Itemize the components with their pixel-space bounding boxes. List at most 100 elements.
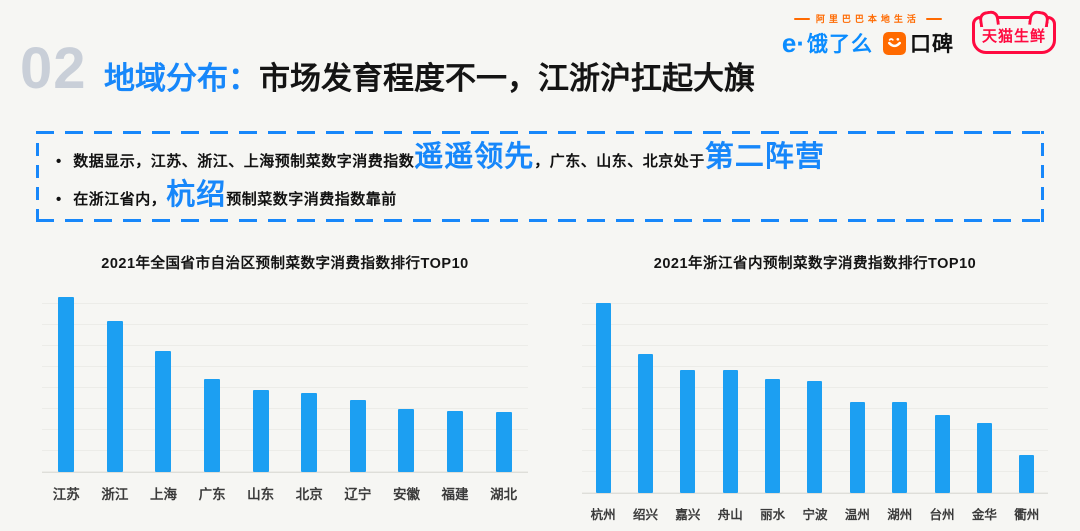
- bar-column: [963, 286, 1005, 493]
- callout-text: ，广东、山东、北京处于: [534, 152, 705, 170]
- x-axis-label: 湖州: [887, 508, 913, 522]
- x-axis-label: 宁波: [802, 508, 828, 522]
- national-top10-bar-chart: 2021年全国省市自治区预制菜数字消费指数排行TOP10 江苏 浙江 上海 广东 山东 北…: [42, 252, 528, 503]
- x-axis-label: 广东: [198, 487, 226, 502]
- callout-highlight-text: 杭绍: [166, 179, 227, 212]
- tagline-dash-right: [925, 17, 942, 20]
- bar-column: [431, 286, 480, 472]
- bar-column: [667, 286, 709, 493]
- bar-衢州: [1019, 455, 1035, 493]
- x-axis-label: 丽水: [760, 508, 786, 522]
- bar-湖州: [892, 401, 908, 493]
- tagline-text: 阿里巴巴本地生活: [815, 14, 920, 24]
- bar-湖北: [495, 412, 512, 472]
- x-axis-label: 温州: [844, 508, 870, 522]
- callout-bullet-2-text: 在浙江省内，杭绍预制菜数字消费指数靠前: [73, 181, 397, 210]
- bar-column: [479, 286, 528, 472]
- bar-安徽: [398, 408, 415, 472]
- koubei-smiley-icon: [882, 31, 906, 55]
- eleme-e-icon: e·: [781, 28, 805, 58]
- x-axis-label: 山东: [247, 487, 275, 502]
- callout-bullet-1-text: 数据显示，江苏、浙江、上海预制菜数字消费指数遥遥领先，广东、山东、北京处于第二阵…: [73, 140, 825, 173]
- bar-宁波: [807, 380, 823, 493]
- bar-column: [794, 286, 836, 493]
- bar-column: [334, 286, 383, 472]
- bar-column: [624, 286, 666, 493]
- x-axis-label: 福建: [441, 487, 469, 502]
- bar-温州: [849, 401, 865, 493]
- alibaba-local-life-group: 阿里巴巴本地生活 e· 饿了么 口碑: [782, 12, 954, 58]
- callout-text: 数据显示，江苏、浙江、上海预制菜数字消费指数: [73, 152, 415, 170]
- page-title-rest: 市场发育程度不一，江浙沪扛起大旗: [259, 61, 755, 96]
- x-axis-label: 杭州: [590, 508, 616, 522]
- bar-column: [42, 286, 91, 472]
- bar-金华: [976, 422, 992, 493]
- x-axis-label: 江苏: [52, 487, 80, 502]
- alibaba-tagline: 阿里巴巴本地生活: [793, 12, 942, 25]
- bar-浙江: [106, 321, 123, 472]
- bar-上海: [155, 350, 172, 472]
- koubei-logo: 口碑: [882, 28, 954, 58]
- x-axis-label: 上海: [149, 487, 177, 502]
- x-axis-label: 辽宁: [344, 487, 372, 502]
- zhejiang-top10-bar-chart: 2021年浙江省内预制菜数字消费指数排行TOP10 杭州 绍兴 嘉兴 舟山 丽水 宁波 温州…: [582, 252, 1048, 523]
- chart-x-axis-labels: 江苏 浙江 上海 广东 山东 北京 辽宁 安徽 福建 湖北: [42, 483, 528, 503]
- bullet-dot-icon: •: [56, 152, 62, 170]
- x-axis-label: 舟山: [717, 508, 743, 522]
- brand-logos: 阿里巴巴本地生活 e· 饿了么 口碑 天猫生鲜: [782, 12, 1056, 58]
- x-axis-label: 浙江: [101, 487, 129, 502]
- bar-column: [921, 286, 963, 493]
- bar-江苏: [58, 296, 75, 472]
- bar-辽宁: [349, 400, 366, 472]
- tmall-fresh-logo-text: 天猫生鲜: [981, 28, 1046, 45]
- x-axis-label: 湖北: [490, 487, 518, 502]
- bar-福建: [447, 410, 464, 472]
- x-axis-label: 北京: [295, 487, 323, 502]
- bar-column: [285, 286, 334, 472]
- bar-舟山: [722, 369, 738, 493]
- x-axis-label: 台州: [929, 508, 955, 522]
- page-title: 地域分布： 市场发育程度不一，江浙沪扛起大旗: [104, 60, 755, 97]
- tmall-fresh-logo: 天猫生鲜: [971, 16, 1056, 54]
- callout-highlight-text: 第二阵营: [704, 140, 825, 173]
- callout-text: 预制菜数字消费指数靠前: [226, 191, 397, 209]
- page-title-highlight: 地域分布：: [104, 61, 259, 96]
- callout-bullet-2: • 在浙江省内，杭绍预制菜数字消费指数靠前: [56, 181, 1034, 210]
- bar-广东: [204, 379, 221, 472]
- key-findings-callout: • 数据显示，江苏、浙江、上海预制菜数字消费指数遥遥领先，广东、山东、北京处于第…: [36, 131, 1044, 222]
- bar-column: [139, 286, 188, 472]
- callout-highlight-text: 遥遥领先: [414, 140, 535, 173]
- bar-column: [751, 286, 793, 493]
- bar-column: [1006, 286, 1048, 493]
- eleme-logo: e· 饿了么: [782, 28, 873, 58]
- bar-杭州: [595, 303, 611, 493]
- x-axis-label: 安徽: [392, 487, 420, 502]
- koubei-logo-text: 口碑: [909, 33, 954, 56]
- x-axis-label: 衢州: [1014, 508, 1040, 522]
- bar-column: [236, 286, 285, 472]
- bar-column: [709, 286, 751, 493]
- callout-text: 在浙江省内，: [73, 191, 167, 209]
- chart-plot-area: [42, 286, 528, 473]
- brand-row: e· 饿了么 口碑: [782, 28, 954, 58]
- bar-嘉兴: [680, 369, 696, 493]
- chart-x-axis-labels: 杭州 绍兴 嘉兴 舟山 丽水 宁波 温州 湖州 台州 金华 衢州: [582, 504, 1048, 523]
- bar-column: [382, 286, 431, 472]
- bar-北京: [301, 393, 318, 472]
- section-number: 02: [20, 36, 87, 101]
- bar-column: [836, 286, 878, 493]
- callout-bullet-1: • 数据显示，江苏、浙江、上海预制菜数字消费指数遥遥领先，广东、山东、北京处于第…: [56, 140, 1034, 173]
- chart-title: 2021年浙江省内预制菜数字消费指数排行TOP10: [653, 256, 977, 272]
- bar-column: [879, 286, 921, 493]
- bar-绍兴: [638, 354, 654, 493]
- bar-column: [188, 286, 237, 472]
- chart-title: 2021年全国省市自治区预制菜数字消费指数排行TOP10: [101, 256, 469, 272]
- bar-column: [91, 286, 140, 472]
- bullet-dot-icon: •: [56, 191, 62, 209]
- tagline-dash-left: [793, 17, 810, 20]
- x-axis-label: 绍兴: [633, 508, 659, 522]
- x-axis-label: 嘉兴: [675, 508, 701, 522]
- bar-台州: [934, 415, 950, 493]
- x-axis-label: 金华: [971, 508, 997, 522]
- chart-plot-area: [582, 286, 1048, 494]
